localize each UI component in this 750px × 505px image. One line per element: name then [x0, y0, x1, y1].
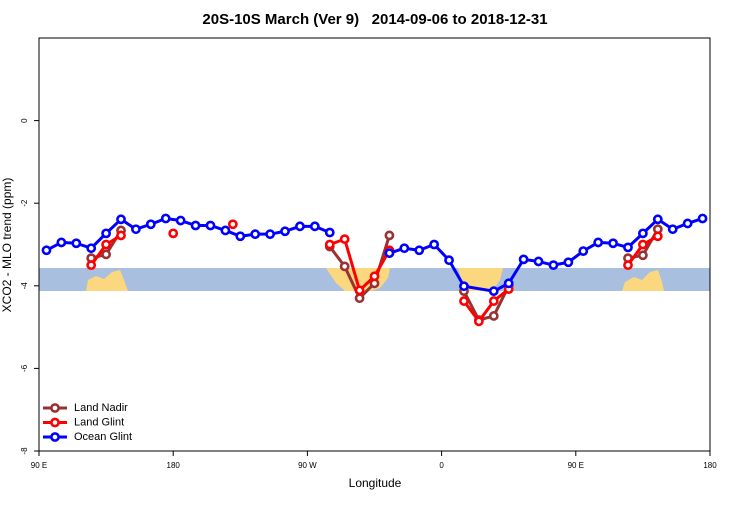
- point: [354, 293, 365, 304]
- point: [295, 221, 305, 232]
- chart-title: 20S-10S March (Ver 9) 2014-09-06 to 2018…: [202, 11, 547, 28]
- y-axis-label: XCO2 - MLO trend (ppm): [0, 178, 14, 313]
- point: [220, 225, 231, 236]
- point: [623, 260, 633, 271]
- point: [384, 248, 395, 259]
- point: [518, 254, 529, 265]
- point: [488, 286, 499, 297]
- point: [638, 239, 648, 250]
- point: [384, 230, 395, 241]
- x-tick-label: 180: [703, 461, 717, 470]
- point: [101, 228, 111, 239]
- point: [339, 261, 350, 272]
- point: [429, 239, 440, 250]
- x-tick-label: 90 W: [298, 461, 317, 470]
- point: [503, 278, 514, 289]
- legend-label: Land Glint: [74, 416, 124, 428]
- point: [41, 245, 52, 256]
- point: [578, 246, 589, 257]
- legend-label: Ocean Glint: [74, 431, 132, 443]
- land-patch: [458, 268, 503, 291]
- point: [488, 311, 499, 321]
- x-tick-label: 180: [167, 461, 181, 470]
- point: [168, 228, 179, 239]
- y-tick-label: -6: [20, 364, 29, 372]
- point: [667, 224, 678, 235]
- y-tick-label: -2: [20, 199, 29, 207]
- point: [354, 285, 365, 296]
- point: [101, 249, 111, 260]
- point: [116, 230, 126, 241]
- point: [399, 243, 410, 254]
- point: [473, 316, 484, 327]
- point: [623, 242, 633, 253]
- point: [101, 239, 111, 250]
- point: [697, 213, 708, 224]
- point: [71, 238, 82, 249]
- x-tick-label: 0: [439, 461, 444, 470]
- point: [414, 245, 425, 256]
- point: [488, 296, 499, 306]
- point: [533, 256, 544, 267]
- point: [86, 243, 97, 254]
- point: [309, 221, 320, 232]
- point: [227, 219, 238, 230]
- point: [339, 234, 350, 245]
- point: [638, 250, 648, 261]
- legend-label: Land Nadir: [74, 402, 128, 414]
- point: [86, 260, 97, 271]
- point: [145, 219, 156, 230]
- point: [638, 228, 648, 239]
- point: [652, 231, 663, 242]
- point: [369, 271, 380, 282]
- point: [548, 260, 559, 271]
- point: [608, 238, 618, 249]
- point: [324, 227, 335, 238]
- point: [116, 214, 126, 225]
- point: [459, 281, 469, 292]
- point: [265, 229, 276, 240]
- y-tick-label: -8: [20, 447, 29, 455]
- land-patch: [622, 270, 664, 291]
- y-tick-label: 0: [20, 118, 29, 123]
- point: [444, 255, 454, 266]
- legend-marker: [50, 432, 60, 442]
- legend-marker: [50, 417, 60, 428]
- point: [235, 231, 246, 242]
- point: [250, 229, 261, 240]
- point: [175, 215, 186, 226]
- x-tick-label: 90 E: [31, 461, 47, 470]
- point: [280, 226, 290, 237]
- legend-marker: [50, 403, 60, 413]
- x-axis-label: Longitude: [349, 476, 402, 490]
- point: [131, 224, 141, 235]
- point: [205, 220, 216, 231]
- point: [56, 237, 67, 248]
- point: [324, 239, 335, 250]
- point: [190, 220, 201, 231]
- point: [652, 214, 663, 225]
- plot-frame: [38, 37, 711, 452]
- point: [593, 237, 604, 248]
- land-patch: [86, 270, 128, 291]
- point: [160, 213, 171, 224]
- point: [682, 218, 693, 229]
- y-tick-label: -4: [20, 282, 29, 290]
- point: [459, 296, 469, 306]
- point: [563, 257, 574, 268]
- x-tick-label: 90 E: [568, 461, 584, 470]
